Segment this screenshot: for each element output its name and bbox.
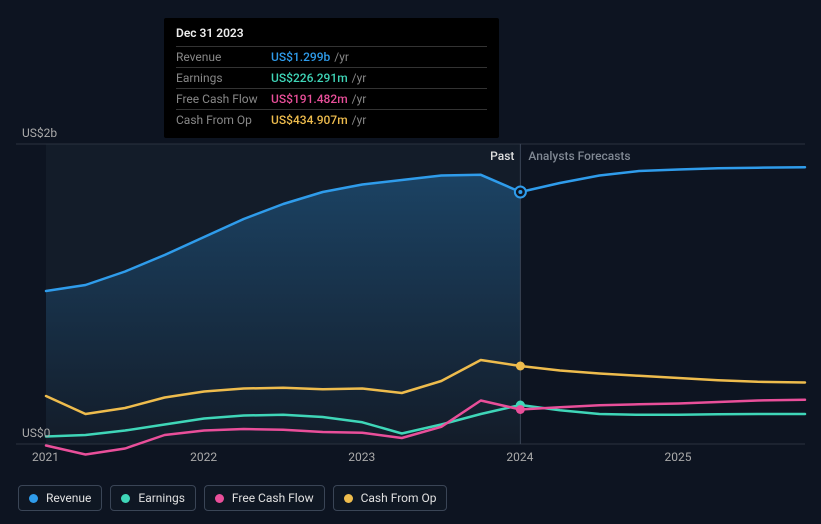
tooltip-suffix: /yr xyxy=(352,71,367,85)
legend-swatch xyxy=(121,494,130,503)
legend-swatch xyxy=(29,494,38,503)
tooltip-value: US$226.291m xyxy=(271,71,348,85)
y-axis-label-min: US$0 xyxy=(22,426,50,440)
legend-label: Free Cash Flow xyxy=(232,491,314,505)
region-label-forecast: Analysts Forecasts xyxy=(528,149,630,163)
legend-item-cfo[interactable]: Cash From Op xyxy=(333,485,448,511)
x-axis-label: 2024 xyxy=(506,450,533,464)
tooltip-label: Cash From Op xyxy=(176,113,271,127)
y-axis-label-max: US$2b xyxy=(22,126,57,140)
tooltip-suffix: /yr xyxy=(334,50,349,64)
legend-label: Cash From Op xyxy=(361,491,437,505)
x-axis-label: 2021 xyxy=(32,450,59,464)
legend-item-earnings[interactable]: Earnings xyxy=(110,485,196,511)
tooltip-suffix: /yr xyxy=(352,113,367,127)
legend-swatch xyxy=(344,494,353,503)
legend-label: Revenue xyxy=(46,491,91,505)
tooltip-row-earnings: Earnings US$226.291m /yr xyxy=(176,67,487,88)
financials-chart: US$2b US$0 2021 2022 2023 2024 2025 Past… xyxy=(0,0,821,524)
tooltip-label: Revenue xyxy=(176,50,271,64)
tooltip-row-fcf: Free Cash Flow US$191.482m /yr xyxy=(176,88,487,109)
tooltip-value: US$191.482m xyxy=(271,92,348,106)
region-label-past: Past xyxy=(490,149,514,163)
legend-item-revenue[interactable]: Revenue xyxy=(18,485,102,511)
legend-item-fcf[interactable]: Free Cash Flow xyxy=(204,485,325,511)
tooltip-label: Earnings xyxy=(176,71,271,85)
tooltip-value: US$1.299b xyxy=(271,50,330,64)
tooltip-date: Dec 31 2023 xyxy=(176,26,487,46)
tooltip-row-cfo: Cash From Op US$434.907m /yr xyxy=(176,109,487,130)
tooltip-label: Free Cash Flow xyxy=(176,92,271,106)
chart-tooltip: Dec 31 2023 Revenue US$1.299b /yr Earnin… xyxy=(164,18,499,138)
tooltip-row-revenue: Revenue US$1.299b /yr xyxy=(176,46,487,67)
x-axis-label: 2022 xyxy=(190,450,217,464)
x-axis-label: 2025 xyxy=(665,450,692,464)
tooltip-suffix: /yr xyxy=(352,92,367,106)
x-axis-label: 2023 xyxy=(348,450,375,464)
tooltip-value: US$434.907m xyxy=(271,113,348,127)
legend-label: Earnings xyxy=(138,491,185,505)
legend-swatch xyxy=(215,494,224,503)
chart-legend: Revenue Earnings Free Cash Flow Cash Fro… xyxy=(18,485,447,511)
